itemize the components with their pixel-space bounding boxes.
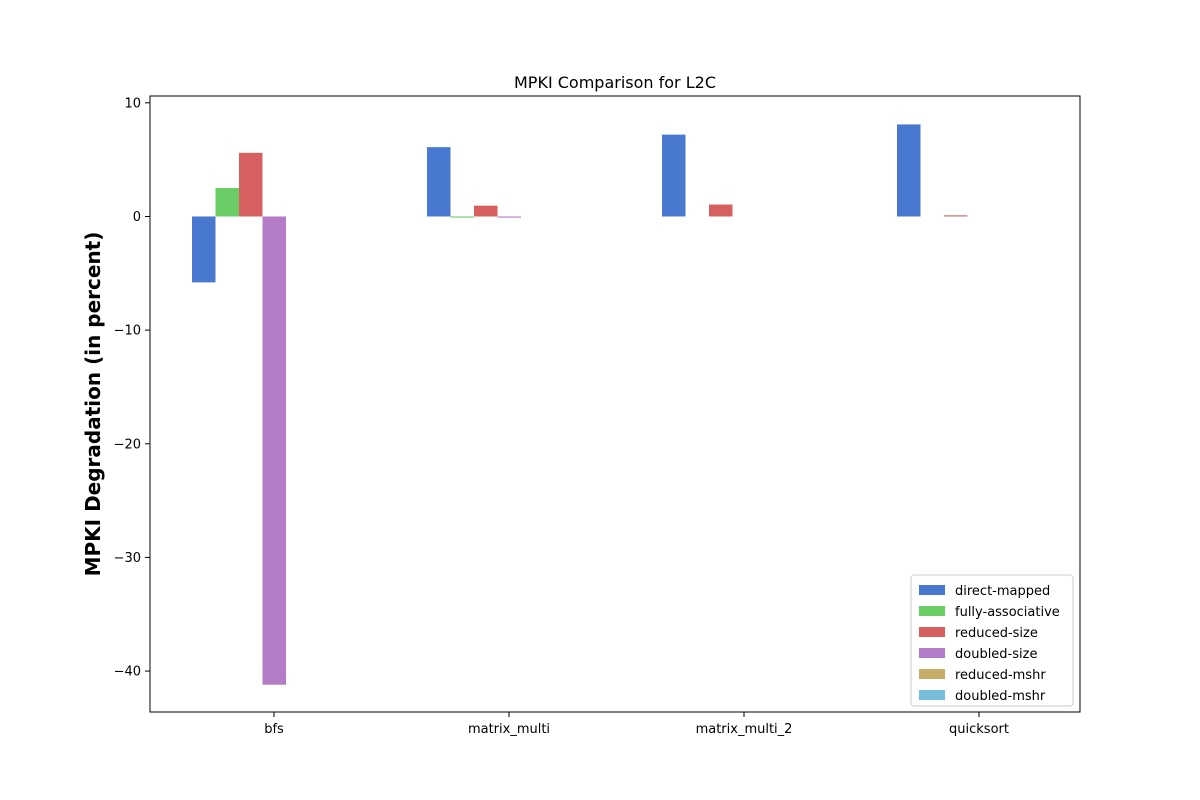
y-axis-label: MPKI Degradation (in percent) bbox=[81, 232, 105, 577]
legend-label-doubled-size: doubled-size bbox=[955, 647, 1037, 662]
y-tick-label: 10 bbox=[124, 96, 141, 111]
y-tick-label: −20 bbox=[114, 437, 141, 452]
legend-label-reduced-size: reduced-size bbox=[955, 626, 1038, 641]
legend-swatch-doubled-size bbox=[919, 648, 945, 658]
y-axis-ticks: 10 0 −10 −20 −30 −40 bbox=[114, 96, 150, 680]
bars-group bbox=[192, 124, 968, 685]
x-tick-label: bfs bbox=[264, 722, 284, 737]
legend-swatch-fully-associative bbox=[919, 606, 945, 616]
bar-direct-mapped-matrix_multi bbox=[427, 147, 451, 217]
y-tick-label: 0 bbox=[133, 210, 141, 225]
x-tick-label: matrix_multi_2 bbox=[696, 722, 793, 737]
bar-reduced-size-matrix_multi_2 bbox=[709, 204, 733, 217]
x-axis-ticks: bfs matrix_multi matrix_multi_2 quicksort bbox=[264, 712, 1009, 737]
bar-reduced-size-matrix_multi bbox=[474, 205, 498, 217]
y-tick-label: −30 bbox=[114, 551, 141, 566]
legend-label-doubled-mshr: doubled-mshr bbox=[955, 689, 1046, 704]
y-tick-label: −40 bbox=[114, 665, 141, 680]
legend-label-fully-associative: fully-associative bbox=[955, 605, 1060, 620]
chart-title: MPKI Comparison for L2C bbox=[514, 73, 716, 92]
legend-swatch-doubled-mshr bbox=[919, 690, 945, 700]
bar-doubled-size-matrix_multi bbox=[497, 216, 521, 218]
legend-swatch-reduced-size bbox=[919, 627, 945, 637]
legend-box bbox=[910, 574, 1074, 707]
y-tick-label: −10 bbox=[114, 324, 141, 339]
legend-swatch-reduced-mshr bbox=[919, 669, 945, 679]
bar-doubled-size-bfs bbox=[262, 216, 286, 685]
x-tick-label: matrix_multi bbox=[468, 722, 550, 737]
legend-label-direct-mapped: direct-mapped bbox=[955, 584, 1050, 599]
bar-reduced-size-bfs bbox=[239, 152, 263, 217]
legend-label-reduced-mshr: reduced-mshr bbox=[955, 668, 1046, 683]
bar-fully-associative-matrix_multi bbox=[450, 216, 474, 218]
legend: direct-mapped fully-associative reduced-si… bbox=[910, 574, 1074, 707]
legend-swatch-direct-mapped bbox=[919, 585, 945, 595]
bar-reduced-size-quicksort bbox=[944, 215, 968, 217]
bar-fully-associative-bfs bbox=[215, 188, 239, 217]
x-tick-label: quicksort bbox=[949, 722, 1009, 737]
plot-frame bbox=[149, 95, 1081, 713]
bar-direct-mapped-matrix_multi_2 bbox=[662, 134, 686, 217]
bar-direct-mapped-quicksort bbox=[897, 124, 921, 217]
bar-direct-mapped-bfs bbox=[192, 216, 216, 283]
